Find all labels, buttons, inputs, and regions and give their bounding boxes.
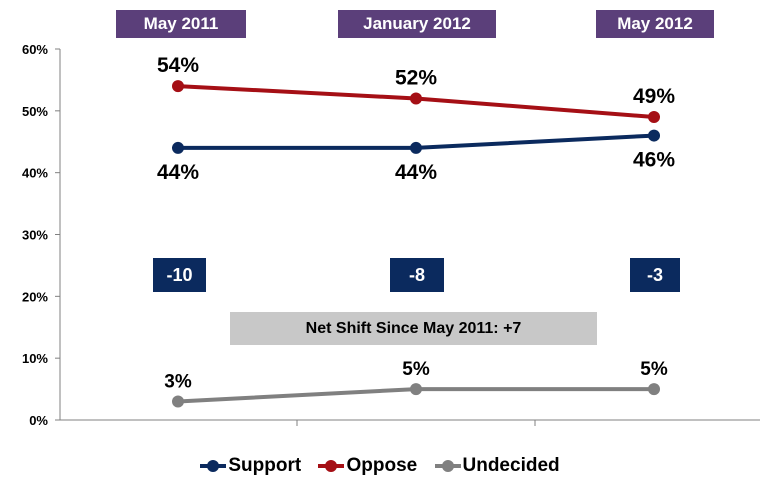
net-box-may-2012: -3 [630, 258, 680, 292]
net-box-january-2012: -8 [390, 258, 444, 292]
data-point-undecided [648, 383, 660, 396]
y-tick-label: 50% [22, 104, 48, 119]
legend-marker-undecided [434, 459, 461, 473]
data-point-oppose [172, 80, 184, 93]
data-point-support [648, 129, 660, 142]
data-label-support: 44% [157, 161, 199, 184]
data-label-oppose: 54% [157, 54, 199, 77]
data-label-oppose: 49% [633, 85, 675, 108]
y-tick-label: 60% [22, 42, 48, 57]
y-tick-label: 30% [22, 228, 48, 243]
legend-label-support: Support [228, 455, 302, 476]
data-point-undecided [410, 383, 422, 396]
data-point-oppose [410, 92, 422, 105]
legend-marker-support [200, 459, 227, 473]
data-label-support: 46% [633, 149, 675, 172]
legend-marker-oppose [318, 459, 345, 473]
legend-item-support: Support [200, 455, 301, 477]
period-label-may-2011: May 2011 [116, 10, 246, 38]
data-point-support [172, 141, 184, 154]
data-label-oppose: 52% [395, 66, 437, 89]
data-label-undecided: 3% [164, 371, 192, 392]
legend-label-undecided: Undecided [462, 455, 560, 476]
net-box-may-2011: -10 [153, 258, 206, 292]
data-label-undecided: 5% [640, 359, 668, 380]
net-shift-box: Net Shift Since May 2011: +7 [230, 312, 597, 345]
legend-item-undecided: Undecided [434, 455, 560, 477]
data-point-oppose [648, 111, 660, 124]
legend: Support Oppose Undecided [0, 455, 760, 477]
y-tick-label: 20% [22, 289, 48, 304]
data-label-undecided: 5% [402, 359, 430, 380]
data-label-support: 44% [395, 161, 437, 184]
y-tick-label: 0% [29, 413, 48, 428]
period-label-january-2012: January 2012 [338, 10, 496, 38]
data-point-undecided [172, 395, 184, 408]
y-tick-label: 40% [22, 166, 48, 181]
period-label-may-2012: May 2012 [596, 10, 714, 38]
legend-item-oppose: Oppose [318, 455, 417, 477]
y-tick-label: 10% [22, 351, 48, 366]
data-point-support [410, 141, 422, 154]
legend-label-oppose: Oppose [346, 455, 418, 476]
